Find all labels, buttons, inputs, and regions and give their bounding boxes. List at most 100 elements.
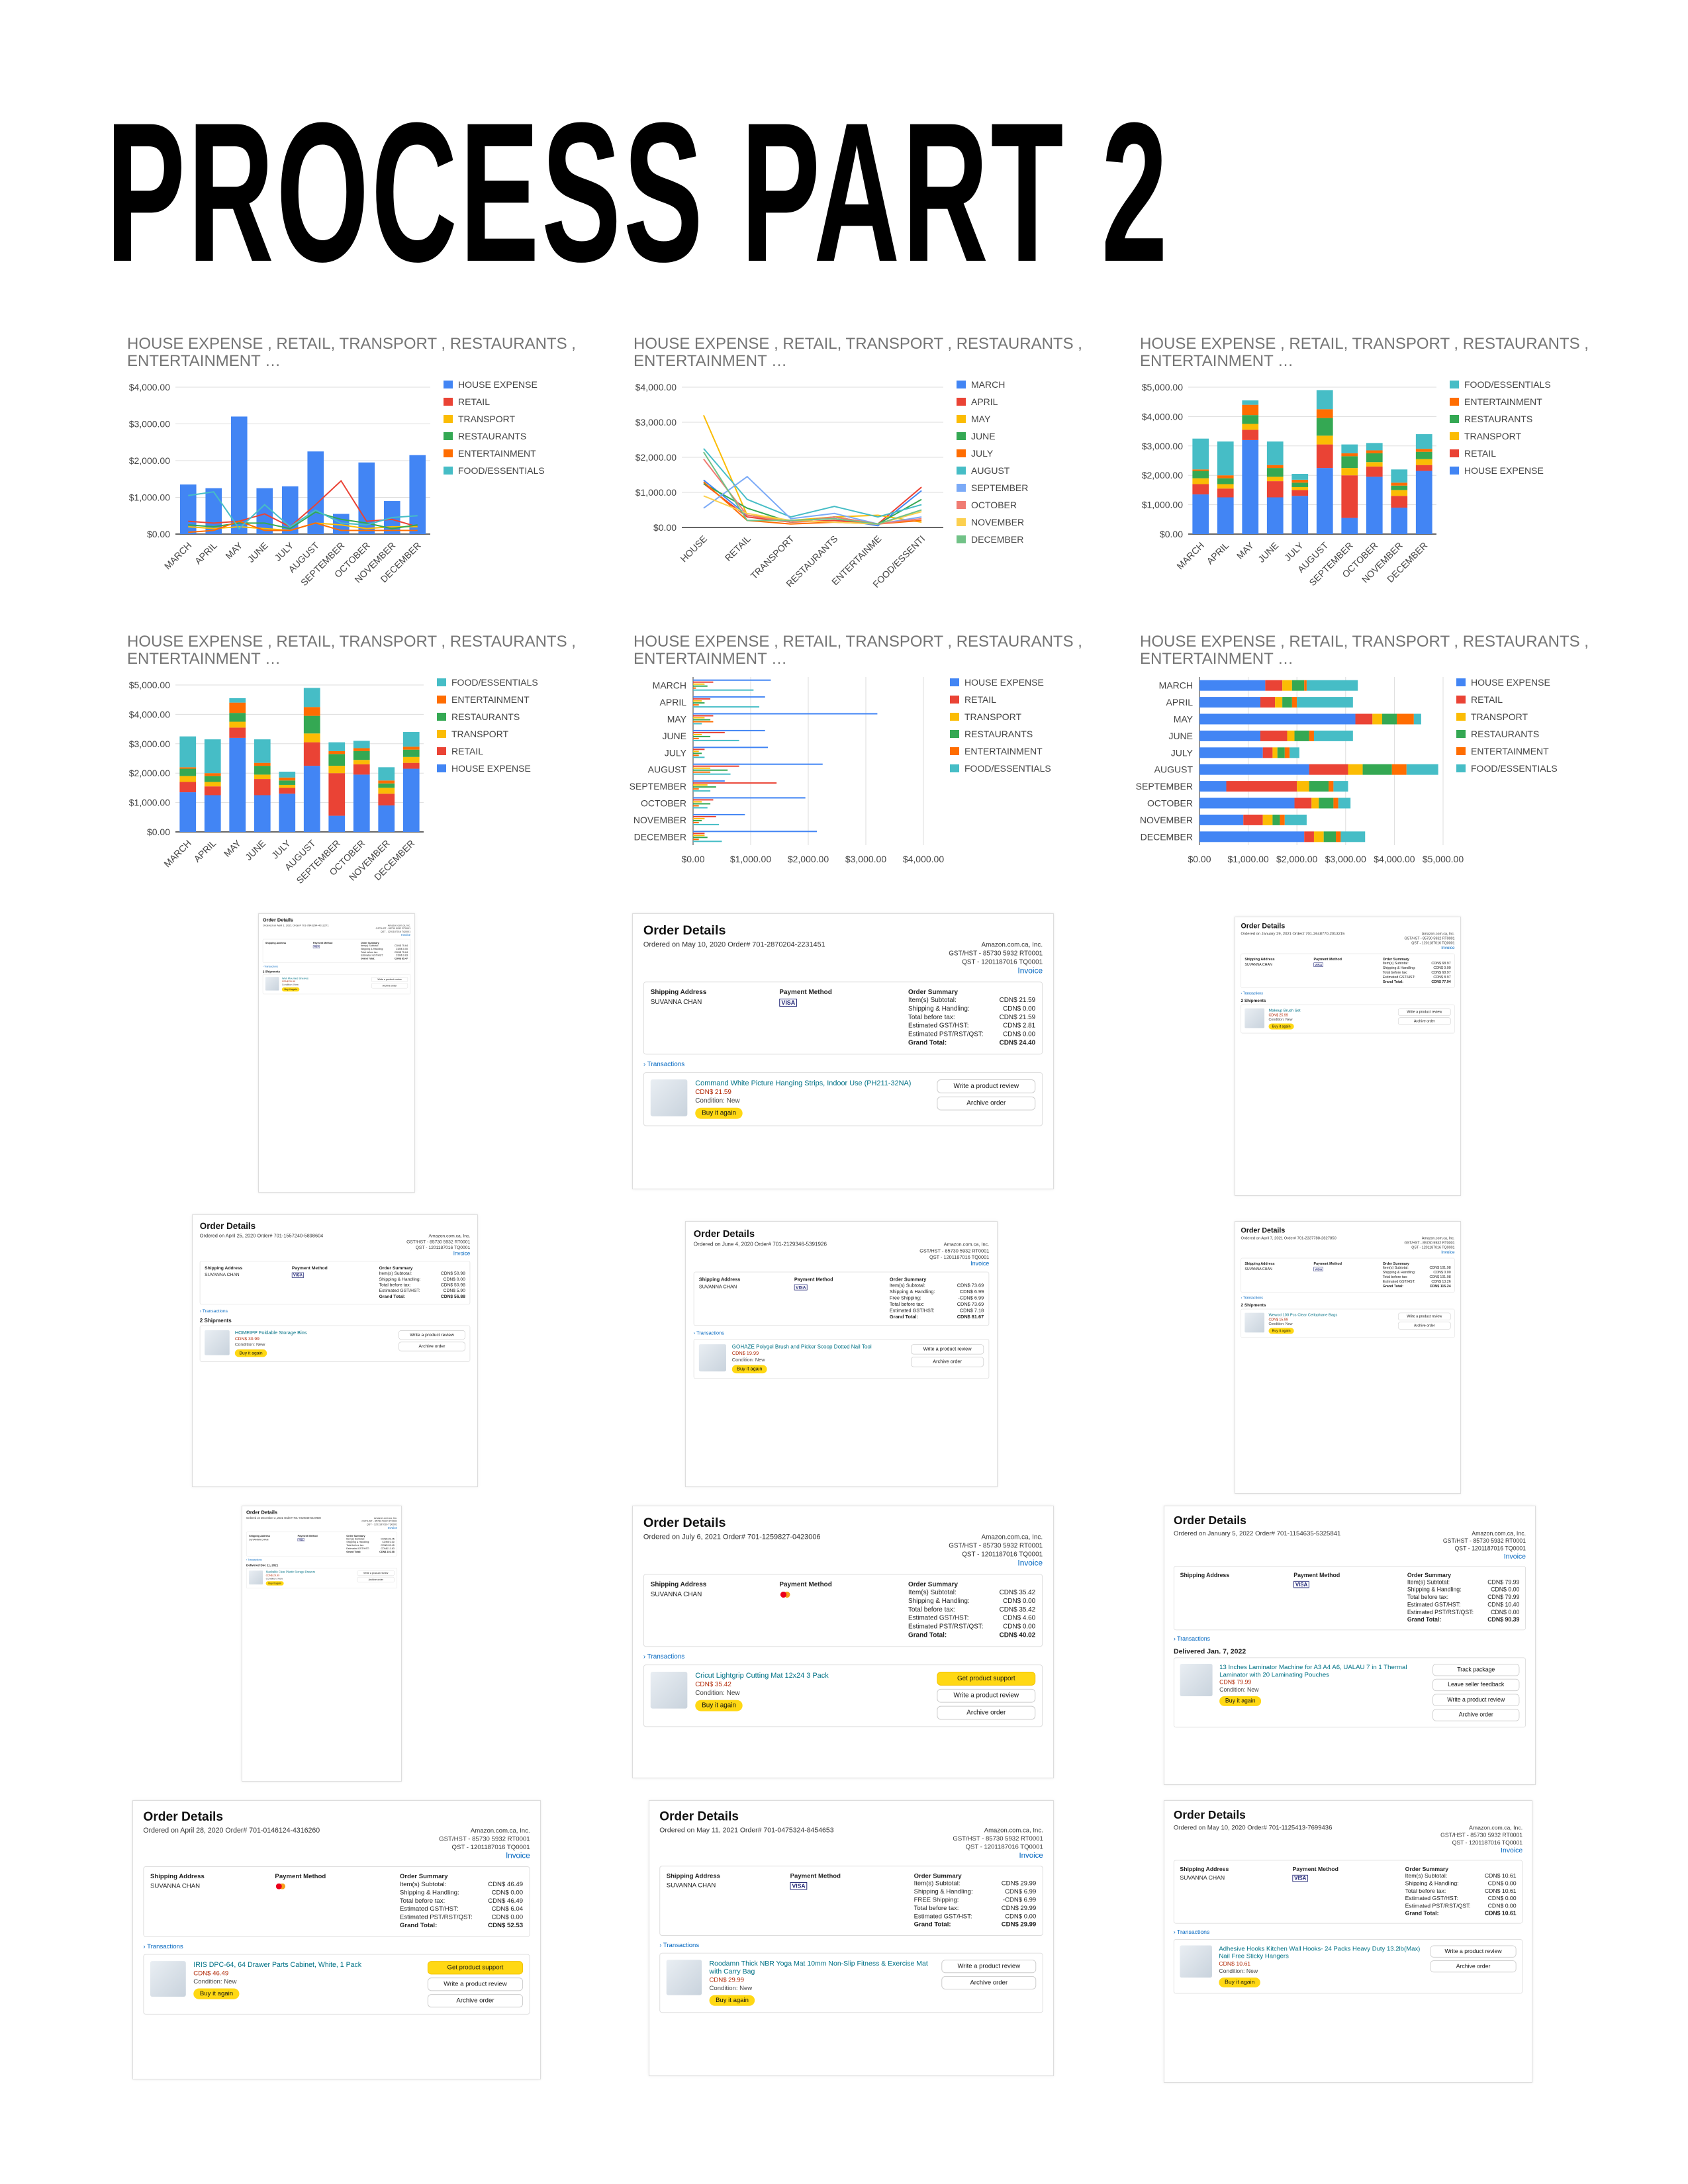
product-thumbnail[interactable] bbox=[205, 1330, 230, 1355]
invoice-link[interactable]: Invoice bbox=[1441, 1249, 1455, 1255]
invoice-link[interactable]: Invoice bbox=[387, 1525, 397, 1529]
order-action-button[interactable]: Track package bbox=[1432, 1664, 1520, 1676]
transactions-link[interactable]: › Transactions bbox=[1241, 1296, 1263, 1300]
buy-again-button[interactable]: Buy it again bbox=[193, 1988, 240, 1999]
payment-method-label: Payment Method bbox=[1313, 1261, 1342, 1266]
product-thumbnail[interactable] bbox=[249, 1570, 263, 1585]
buy-again-button[interactable]: Buy it again bbox=[1219, 1978, 1261, 1987]
invoice-link[interactable]: Invoice bbox=[1019, 1850, 1043, 1860]
chart-title: ENTERTAINMENT … bbox=[1140, 352, 1293, 370]
x-tick-label: RETAIL bbox=[723, 533, 753, 563]
buy-again-button[interactable]: Buy it again bbox=[709, 1995, 755, 2006]
order-action-button[interactable]: Archive order bbox=[941, 1976, 1037, 1989]
order-action-button[interactable]: Archive order bbox=[371, 983, 408, 989]
order-action-button[interactable]: Write a product review bbox=[937, 1079, 1036, 1093]
buy-again-button[interactable]: Buy it again bbox=[695, 1700, 743, 1711]
order-action-button[interactable]: Write a product review bbox=[1430, 1945, 1517, 1958]
product-name[interactable]: IRIS DPC-64, 64 Drawer Parts Cabinet, Wh… bbox=[193, 1961, 362, 1969]
invoice-link[interactable]: Invoice bbox=[1441, 944, 1455, 950]
order-details-content: Order Details Ordered on April 25, 2020 O… bbox=[193, 1215, 477, 1486]
invoice-link[interactable]: Invoice bbox=[506, 1850, 530, 1860]
product-thumbnail[interactable] bbox=[265, 977, 279, 991]
buy-again-button[interactable]: Buy it again bbox=[281, 987, 300, 992]
order-action-button[interactable]: Write a product review bbox=[357, 1570, 395, 1576]
product-name[interactable]: Adhesive Hooks Kitchen Wall Hooks- 24 Pa… bbox=[1219, 1945, 1421, 1960]
buy-again-button[interactable]: Buy it again bbox=[1268, 1023, 1294, 1030]
order-action-button[interactable]: Write a product review bbox=[911, 1344, 984, 1355]
product-thumbnail[interactable] bbox=[698, 1344, 726, 1372]
transactions-link[interactable]: › Transactions bbox=[262, 965, 278, 968]
buy-again-button[interactable]: Buy it again bbox=[731, 1365, 767, 1374]
invoice-link[interactable]: Invoice bbox=[1017, 966, 1043, 976]
summary-label: Estimated PST/RST/QST: bbox=[1405, 1903, 1471, 1909]
order-action-button[interactable]: Get product support bbox=[937, 1672, 1036, 1686]
product-name[interactable]: Roodamn Thick NBR Yoga Mat 10mm Non-Slip… bbox=[709, 1960, 928, 1976]
buy-again-button[interactable]: Buy it again bbox=[695, 1107, 743, 1119]
product-name[interactable]: Command White Picture Hanging Strips, In… bbox=[695, 1079, 912, 1087]
product-name[interactable]: Stackable Clear Plastic Storage Drawers bbox=[265, 1570, 316, 1574]
order-action-button[interactable]: Archive order bbox=[427, 1994, 524, 2008]
summary-value: -CDN$ 6.99 bbox=[1002, 1896, 1037, 1904]
product-thumbnail[interactable] bbox=[666, 1960, 702, 1995]
transactions-link[interactable]: › Transactions bbox=[643, 1653, 685, 1661]
transactions-link[interactable]: › Transactions bbox=[1173, 1929, 1210, 1936]
order-action-button[interactable]: Write a product review bbox=[1432, 1694, 1520, 1706]
invoice-link[interactable]: Invoice bbox=[970, 1260, 990, 1267]
product-thumbnail[interactable] bbox=[1180, 1664, 1213, 1696]
order-action-button[interactable]: Archive order bbox=[357, 1576, 395, 1582]
order-action-button[interactable]: Write a product review bbox=[937, 1688, 1036, 1703]
summary-value: CDN$ 85.47 bbox=[394, 957, 408, 960]
transactions-link[interactable]: › Transactions bbox=[1174, 1636, 1210, 1643]
order-action-button[interactable]: Archive order bbox=[1430, 1960, 1517, 1973]
buy-again-button[interactable]: Buy it again bbox=[1268, 1328, 1294, 1334]
invoice-link[interactable]: Invoice bbox=[401, 933, 411, 937]
product-name[interactable]: Wewod 100 Pcs Clear Cellophane Bags bbox=[1268, 1312, 1338, 1317]
order-action-button[interactable]: Archive order bbox=[911, 1357, 984, 1367]
transactions-link[interactable]: › Transactions bbox=[199, 1308, 228, 1314]
transactions-link[interactable]: › Transactions bbox=[643, 1061, 685, 1069]
product-thumbnail[interactable] bbox=[1244, 1008, 1265, 1028]
order-action-button[interactable]: Archive order bbox=[1432, 1709, 1520, 1721]
product-name[interactable]: GOHAZE Polygel Brush and Picker Scoop Do… bbox=[731, 1344, 872, 1350]
transactions-link[interactable]: › Transactions bbox=[659, 1942, 700, 1949]
transactions-link[interactable]: › Transactions bbox=[246, 1559, 262, 1562]
order-details-heading: Order Details bbox=[246, 1510, 278, 1516]
buy-again-button[interactable]: Buy it again bbox=[1219, 1696, 1262, 1706]
order-action-button[interactable]: Get product support bbox=[427, 1961, 524, 1975]
product-name[interactable]: HOMEIPP Foldable Storage Bins bbox=[234, 1330, 307, 1336]
product-thumbnail[interactable] bbox=[1180, 1945, 1212, 1978]
order-action-button[interactable]: Write a product review bbox=[399, 1330, 465, 1340]
summary-value: CDN$ 21.59 bbox=[999, 997, 1036, 1004]
product-thumbnail[interactable] bbox=[150, 1961, 186, 1997]
product-name[interactable]: Makeup Brush Set bbox=[1268, 1008, 1301, 1013]
product-thumbnail[interactable] bbox=[1244, 1312, 1265, 1333]
order-action-button[interactable]: Write a product review bbox=[371, 977, 408, 982]
order-action-button[interactable]: Write a product review bbox=[427, 1978, 524, 1991]
invoice-link[interactable]: Invoice bbox=[1017, 1558, 1043, 1568]
buy-again-button[interactable]: Buy it again bbox=[265, 1581, 284, 1586]
order-action-button[interactable]: Archive order bbox=[937, 1096, 1036, 1111]
buy-again-button[interactable]: Buy it again bbox=[234, 1349, 267, 1357]
product-name[interactable]: Wall Mounted Shelves bbox=[281, 977, 308, 980]
product-name[interactable]: 13 Inches Laminator Machine for A3 A4 A6… bbox=[1219, 1664, 1407, 1678]
order-action-button[interactable]: Archive order bbox=[1397, 1017, 1451, 1025]
seller-info: Amazon.com.ca, Inc. GST/HST - 85730 5932 … bbox=[361, 1516, 397, 1529]
invoice-link[interactable]: Invoice bbox=[1503, 1552, 1526, 1561]
product-name[interactable]: Cricut Lightgrip Cutting Mat 12x24 3 Pac… bbox=[695, 1672, 829, 1680]
transactions-link[interactable]: › Transactions bbox=[143, 1943, 183, 1950]
product-thumbnail[interactable] bbox=[650, 1672, 688, 1709]
invoice-link[interactable]: Invoice bbox=[453, 1250, 471, 1257]
invoice-link[interactable]: Invoice bbox=[1501, 1846, 1523, 1854]
product-thumbnail[interactable] bbox=[650, 1079, 688, 1116]
transactions-link[interactable]: › Transactions bbox=[693, 1330, 724, 1336]
order-action-button[interactable]: Archive order bbox=[1397, 1322, 1451, 1330]
order-action-button[interactable]: Write a product review bbox=[941, 1960, 1037, 1974]
summary-value: CDN$ 79.99 bbox=[1487, 1594, 1520, 1601]
order-action-button[interactable]: Write a product review bbox=[1397, 1008, 1451, 1016]
order-action-button[interactable]: Leave seller feedback bbox=[1432, 1678, 1520, 1692]
order-number: Order# 701-0146124-4316260 bbox=[225, 1827, 320, 1835]
order-action-button[interactable]: Archive order bbox=[937, 1706, 1036, 1720]
transactions-link[interactable]: › Transactions bbox=[1241, 991, 1263, 995]
order-action-button[interactable]: Archive order bbox=[399, 1342, 465, 1351]
order-action-button[interactable]: Write a product review bbox=[1397, 1312, 1451, 1320]
